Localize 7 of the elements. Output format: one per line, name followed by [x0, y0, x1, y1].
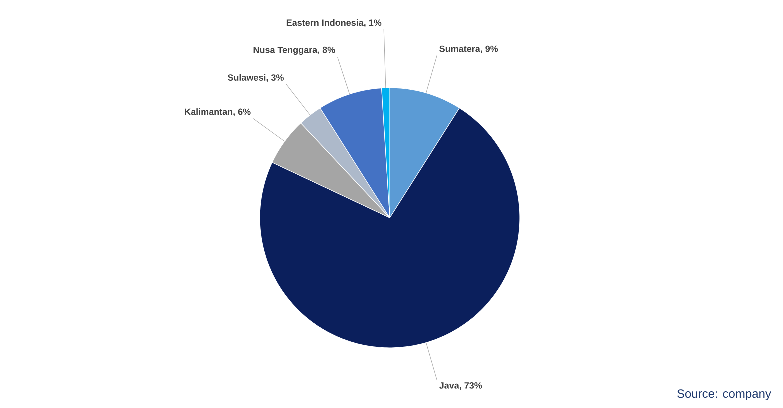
slice-label: Eastern Indonesia, 1% — [286, 19, 382, 28]
source-note: Source: company — [678, 390, 772, 400]
slice-label: Nusa Tenggara, 8% — [254, 46, 336, 56]
slice-label: Sulawesi, 3% — [228, 74, 284, 82]
slice-label: Kalimantan, 6% — [185, 108, 251, 116]
slice-label: Sumatera, 9% — [440, 46, 498, 54]
slice-label: Java, 73% — [440, 382, 482, 390]
